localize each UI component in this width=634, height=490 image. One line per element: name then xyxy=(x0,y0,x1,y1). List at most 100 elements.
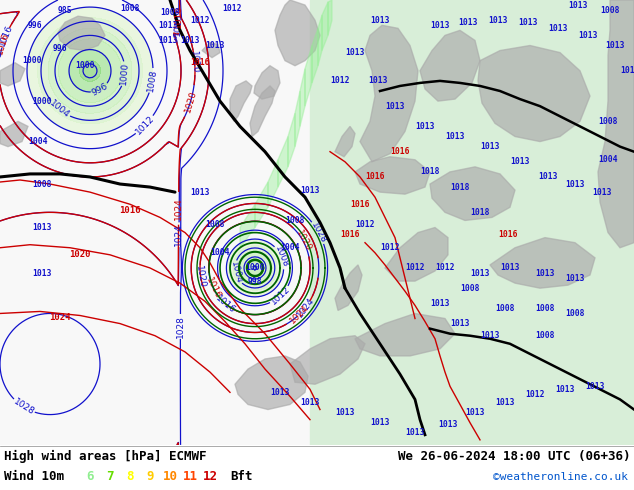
Text: 1013: 1013 xyxy=(445,132,465,141)
Text: 1008: 1008 xyxy=(598,117,618,126)
Text: 996: 996 xyxy=(90,81,110,98)
Text: 8: 8 xyxy=(126,470,134,484)
Text: 1013: 1013 xyxy=(180,36,200,45)
Text: 1012: 1012 xyxy=(330,76,350,85)
Text: 1000: 1000 xyxy=(245,264,265,272)
Text: 1013: 1013 xyxy=(566,273,585,283)
Text: 7: 7 xyxy=(107,470,113,484)
Text: 1008: 1008 xyxy=(32,179,52,189)
Text: 1013: 1013 xyxy=(495,398,515,407)
Polygon shape xyxy=(278,137,288,187)
Polygon shape xyxy=(300,69,305,126)
Text: 1013: 1013 xyxy=(370,418,390,427)
Text: 9: 9 xyxy=(146,470,154,484)
Text: 998: 998 xyxy=(248,277,262,286)
Text: 1016: 1016 xyxy=(119,206,141,215)
Text: 11: 11 xyxy=(183,470,198,484)
Polygon shape xyxy=(355,314,455,356)
Polygon shape xyxy=(335,126,355,157)
Text: 1020: 1020 xyxy=(69,250,91,259)
Text: 1024: 1024 xyxy=(174,223,184,246)
Text: 1012: 1012 xyxy=(405,264,425,272)
Text: 1012: 1012 xyxy=(223,3,242,13)
Text: ©weatheronline.co.uk: ©weatheronline.co.uk xyxy=(493,472,628,482)
Text: 1013: 1013 xyxy=(335,408,355,417)
Text: 1018: 1018 xyxy=(420,168,440,176)
Text: 1013: 1013 xyxy=(458,18,478,27)
Polygon shape xyxy=(305,46,312,106)
Text: 1028: 1028 xyxy=(11,397,36,417)
Text: 1016: 1016 xyxy=(0,31,11,55)
Text: 1013: 1013 xyxy=(158,36,178,45)
Text: 1008: 1008 xyxy=(600,5,620,15)
Text: 1000: 1000 xyxy=(22,56,42,65)
Polygon shape xyxy=(58,16,105,50)
Text: 1012: 1012 xyxy=(190,16,210,24)
Polygon shape xyxy=(328,0,332,35)
Text: 996: 996 xyxy=(28,21,42,30)
Text: High wind areas [hPa] ECMWF: High wind areas [hPa] ECMWF xyxy=(4,450,207,464)
Text: Bft: Bft xyxy=(230,470,252,484)
Text: 1016: 1016 xyxy=(205,276,223,301)
Text: 1013: 1013 xyxy=(430,21,450,30)
Polygon shape xyxy=(360,25,418,162)
Text: 1008: 1008 xyxy=(285,216,305,225)
Text: 1008: 1008 xyxy=(160,8,180,17)
Polygon shape xyxy=(355,157,430,194)
Text: 1013: 1013 xyxy=(605,41,624,50)
Text: 1013: 1013 xyxy=(510,157,530,166)
Polygon shape xyxy=(322,2,328,50)
Text: 1013: 1013 xyxy=(568,0,588,10)
Text: 1000: 1000 xyxy=(32,97,52,106)
Polygon shape xyxy=(275,0,320,66)
Text: 996: 996 xyxy=(53,44,67,53)
Text: Wind 10m: Wind 10m xyxy=(4,470,64,484)
Text: 1024: 1024 xyxy=(295,295,316,319)
Polygon shape xyxy=(0,63,25,86)
Text: 1028: 1028 xyxy=(309,220,328,245)
Text: 1013: 1013 xyxy=(301,186,320,195)
Text: 1016: 1016 xyxy=(340,230,359,239)
Polygon shape xyxy=(312,28,318,83)
Polygon shape xyxy=(430,167,515,220)
Text: 1013: 1013 xyxy=(518,18,538,27)
Text: 1004: 1004 xyxy=(29,137,48,146)
Polygon shape xyxy=(240,204,255,248)
Text: 1013: 1013 xyxy=(385,101,404,111)
Polygon shape xyxy=(490,238,595,288)
Polygon shape xyxy=(255,182,268,227)
Text: 1004: 1004 xyxy=(598,155,618,164)
Text: 1008: 1008 xyxy=(205,220,224,229)
Text: 1013: 1013 xyxy=(592,188,612,196)
Text: 1016: 1016 xyxy=(0,24,15,48)
Text: 1013: 1013 xyxy=(480,331,500,340)
Text: 1013: 1013 xyxy=(346,48,365,57)
Polygon shape xyxy=(0,122,28,147)
Text: 1012: 1012 xyxy=(134,114,156,137)
Text: 1024: 1024 xyxy=(174,197,183,220)
Text: We 26-06-2024 18:00 UTC (06+36): We 26-06-2024 18:00 UTC (06+36) xyxy=(398,450,630,464)
Polygon shape xyxy=(250,86,275,137)
Text: 1013: 1013 xyxy=(480,142,500,151)
Polygon shape xyxy=(268,160,278,207)
Text: 1024: 1024 xyxy=(49,313,71,322)
Polygon shape xyxy=(335,265,362,311)
Text: 1013: 1013 xyxy=(500,264,520,272)
Text: 1013: 1013 xyxy=(450,319,470,328)
Text: 1008: 1008 xyxy=(120,3,139,13)
Text: 1020: 1020 xyxy=(190,51,200,74)
Polygon shape xyxy=(288,113,295,167)
Text: 1013: 1013 xyxy=(368,76,388,85)
Text: 1008: 1008 xyxy=(535,331,555,340)
Polygon shape xyxy=(598,0,634,248)
Text: 1013: 1013 xyxy=(548,24,568,33)
Text: 1028: 1028 xyxy=(176,315,185,338)
Text: 1013: 1013 xyxy=(370,16,390,24)
Text: 1013: 1013 xyxy=(270,388,290,397)
Text: 1008: 1008 xyxy=(566,309,585,318)
Text: 1016: 1016 xyxy=(350,200,370,209)
Text: 1012: 1012 xyxy=(436,264,455,272)
Polygon shape xyxy=(290,336,365,384)
Text: 1013: 1013 xyxy=(158,21,178,30)
Polygon shape xyxy=(230,81,252,122)
